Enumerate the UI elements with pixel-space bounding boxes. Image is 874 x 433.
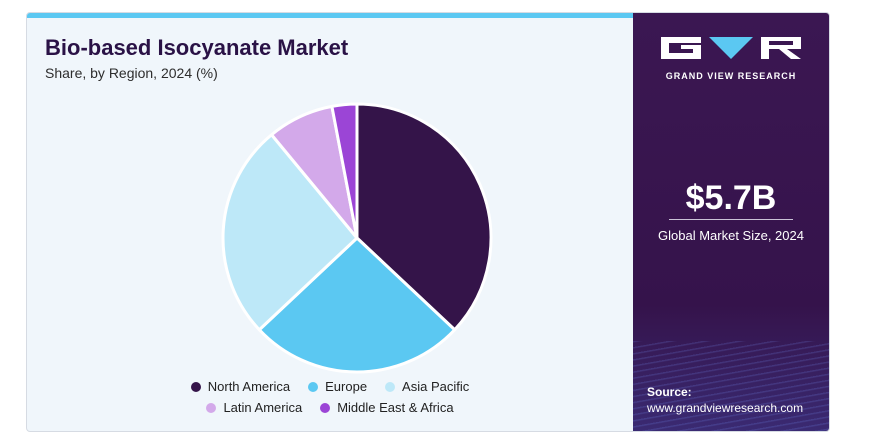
chart-title: Bio-based Isocyanate Market — [45, 35, 349, 60]
brand-name: GRAND VIEW RESEARCH — [665, 71, 797, 81]
legend-row-2: Latin America Middle East & Africa — [27, 400, 633, 415]
accent-bar — [27, 13, 633, 18]
legend-swatch-north-america — [190, 381, 201, 392]
side-panel: GRAND VIEW RESEARCH $5.7B Global Market … — [633, 13, 829, 431]
legend-swatch-asia-pacific — [385, 381, 396, 392]
pie-slice-middle-east-africa — [330, 102, 359, 240]
chart-subtitle: Share, by Region, 2024 (%) — [45, 65, 218, 81]
pie-slice-north-america — [355, 102, 493, 332]
legend-label-middle-east-africa: Middle East & Africa — [337, 400, 454, 415]
legend-item-europe: Europe — [308, 379, 367, 394]
legend-item-north-america: North America — [190, 379, 291, 394]
legend-row-1: North America Europe Asia Pacific — [27, 379, 633, 394]
pie-chart — [221, 102, 493, 374]
decorative-wave-pattern — [633, 341, 829, 431]
source-label: Source: — [647, 385, 692, 399]
legend-swatch-europe — [308, 381, 319, 392]
legend-item-asia-pacific: Asia Pacific — [385, 379, 469, 394]
legend-swatch-middle-east-africa — [320, 402, 331, 413]
legend-item-latin-america: Latin America — [206, 400, 302, 415]
source-link[interactable]: www.grandviewresearch.com — [647, 401, 804, 415]
chart-card: Bio-based Isocyanate Market Share, by Re… — [26, 12, 830, 432]
divider — [669, 219, 793, 220]
legend-swatch-latin-america — [206, 402, 217, 413]
legend-label-europe: Europe — [325, 379, 368, 394]
legend-label-asia-pacific: Asia Pacific — [402, 379, 470, 394]
brand-logo — [661, 37, 801, 59]
pie-slice-europe — [257, 236, 457, 374]
legend-item-middle-east-africa: Middle East & Africa — [320, 400, 454, 415]
market-size-value: $5.7B — [685, 179, 777, 217]
legend-label-latin-america: Latin America — [223, 400, 303, 415]
market-size-label: Global Market Size, 2024 — [658, 228, 804, 243]
pie-slice-asia-pacific — [221, 133, 359, 332]
legend-label-north-america: North America — [207, 379, 291, 394]
